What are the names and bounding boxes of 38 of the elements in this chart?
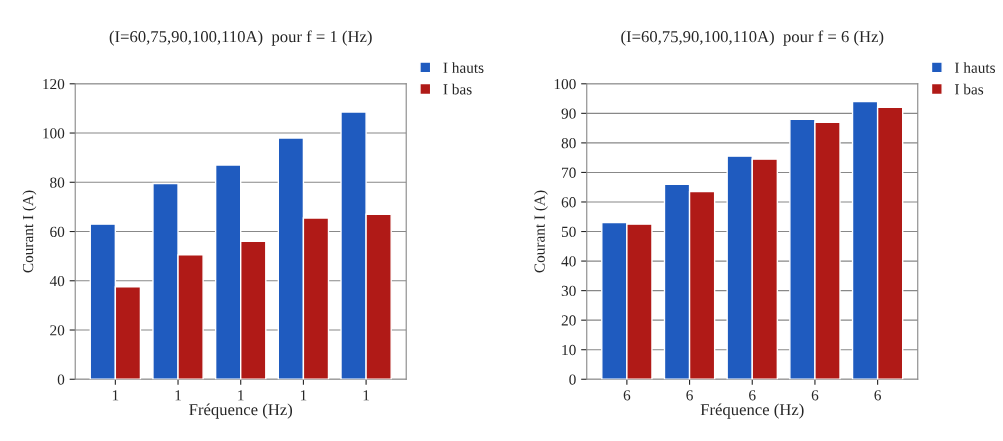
y-tick-label: 20 <box>561 315 576 326</box>
legend-label: I bas <box>954 83 984 95</box>
x-tick-label: 6 <box>874 390 881 401</box>
y-tick-label: 100 <box>43 128 65 139</box>
y-tick-label: 80 <box>561 138 576 149</box>
y-tick-label: 100 <box>554 78 576 90</box>
y-tick-label: 80 <box>50 177 65 188</box>
y-tick-label: 120 <box>43 78 65 90</box>
y-tick-label: 10 <box>562 344 576 356</box>
y-tick-label: 20 <box>50 325 65 336</box>
y-tick-label: 60 <box>561 197 576 208</box>
x-tick-label: 1 <box>175 390 181 401</box>
y-tick-label: 40 <box>49 275 65 287</box>
y-axis-title: Courant I (A) <box>534 190 548 273</box>
y-tick-label: 0 <box>57 374 65 385</box>
y-tick-label: 70 <box>562 167 576 178</box>
x-tick-label: 1 <box>112 390 119 401</box>
x-tick-label: 6 <box>686 390 693 401</box>
legend-label: I hauts <box>954 62 996 73</box>
x-tick-label: 1 <box>238 390 244 401</box>
legend-label: I hauts <box>443 62 484 73</box>
x-tick-label: 6 <box>811 390 819 401</box>
x-tick-label: 6 <box>623 390 631 401</box>
x-axis-title: Fréquence (Hz) <box>700 403 804 419</box>
chart-title: (I=60,75,90,100,110A) pour f = 6 (Hz) <box>621 30 884 46</box>
x-tick-label: 1 <box>363 390 369 401</box>
x-tick-label: 6 <box>749 390 756 401</box>
y-tick-label: 40 <box>561 256 576 267</box>
chart-title: (I=60,75,90,100,110A) pour f = 1 (Hz) <box>109 30 372 46</box>
y-tick-label: 90 <box>561 108 576 119</box>
legend-label: I bas <box>443 83 472 95</box>
x-axis-title: Fréquence (Hz) <box>189 403 293 419</box>
y-tick-label: 50 <box>561 226 576 237</box>
y-axis-title: Courant I (A) <box>22 190 37 273</box>
y-tick-label: 60 <box>50 226 65 237</box>
x-tick-label: 1 <box>300 390 307 401</box>
y-tick-label: 30 <box>561 285 576 297</box>
y-tick-label: 0 <box>569 374 576 385</box>
